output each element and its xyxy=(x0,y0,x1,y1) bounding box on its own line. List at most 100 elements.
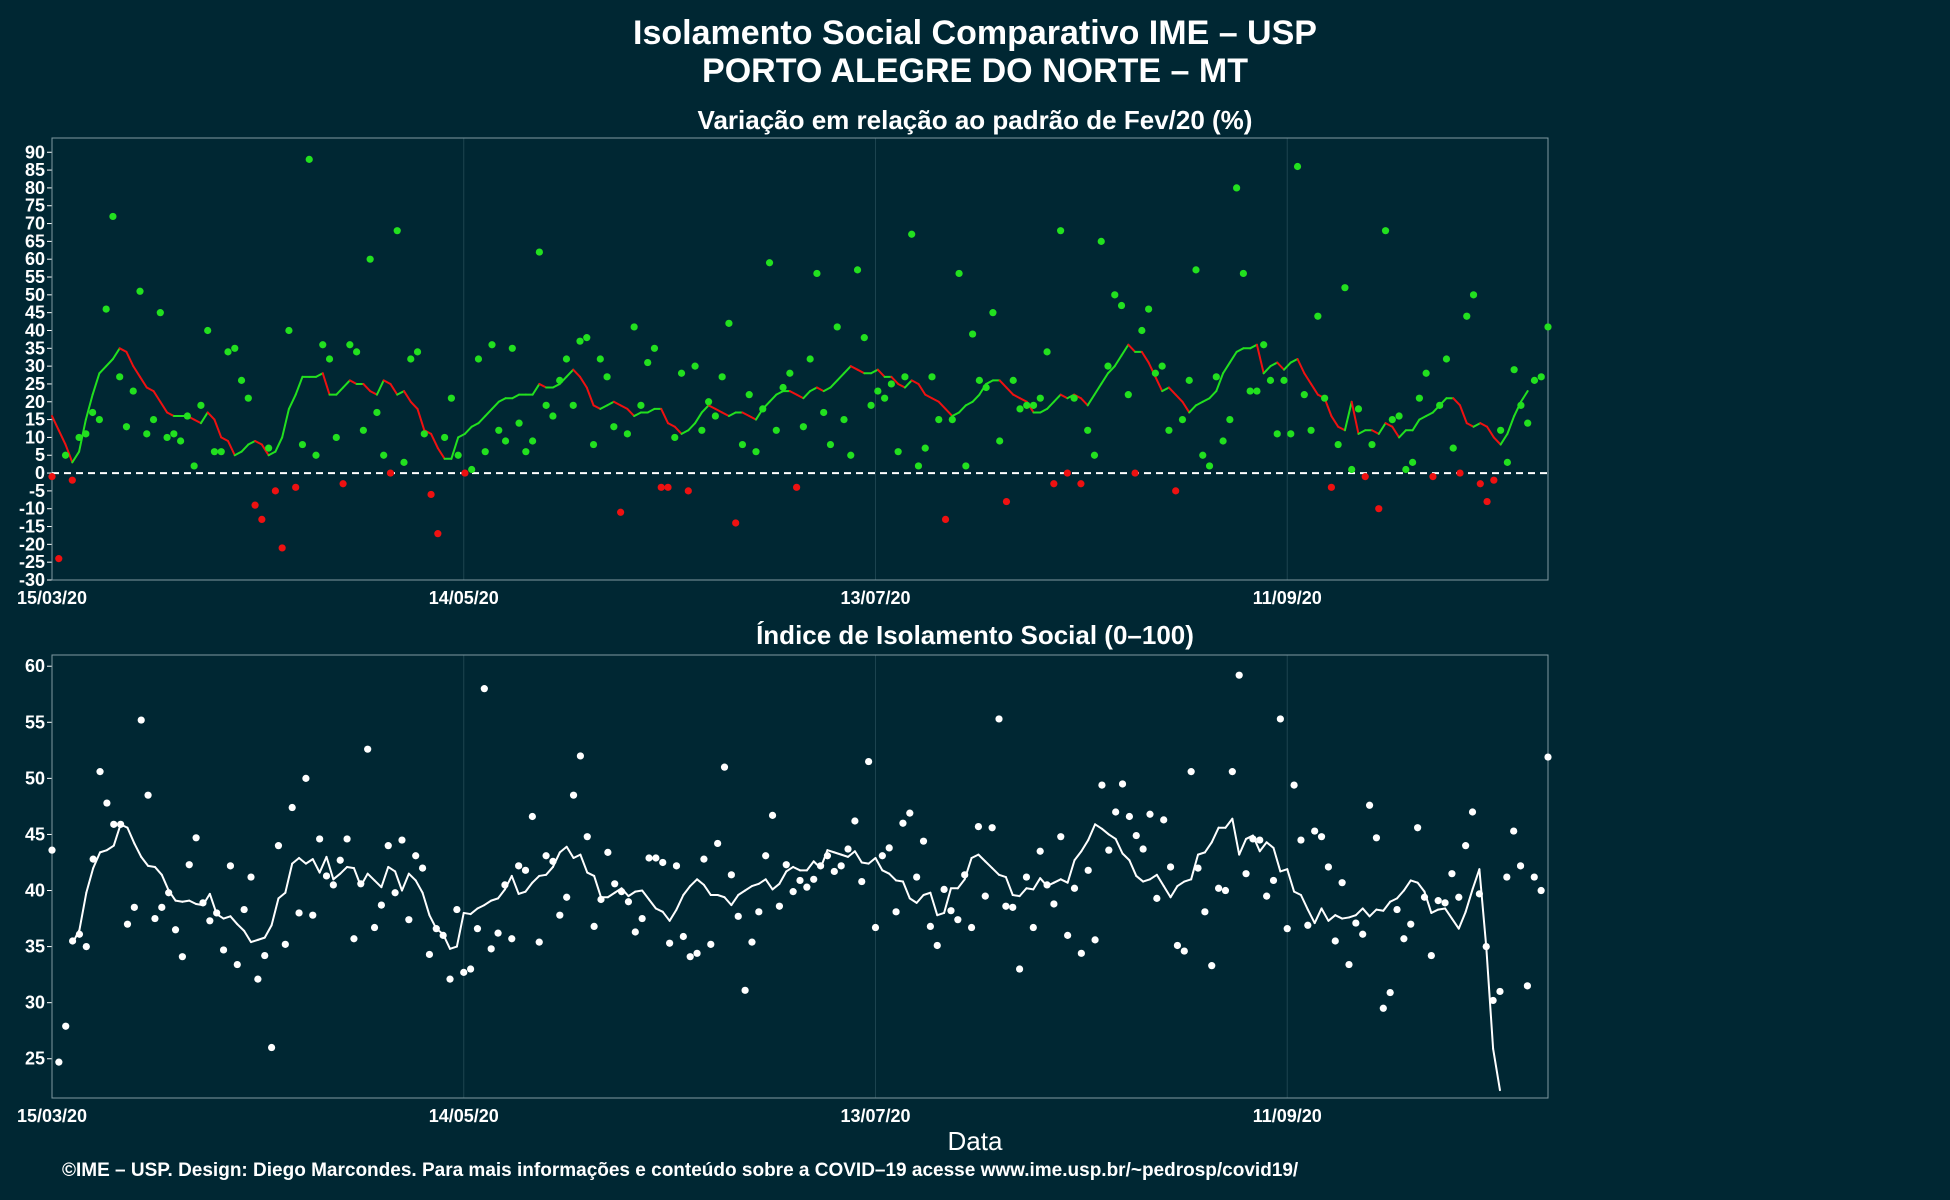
index-daily-point xyxy=(55,1058,63,1066)
variation-point-positive xyxy=(231,344,239,352)
moving-average-segment-rising xyxy=(1052,393,1062,403)
index-moving-average-segment xyxy=(510,874,520,895)
index-daily-point xyxy=(954,916,962,924)
variation-point-positive xyxy=(1341,284,1349,292)
moving-average-segment-falling xyxy=(1167,386,1177,396)
variation-point-positive xyxy=(95,415,103,424)
moving-average-segment-falling xyxy=(1276,361,1285,371)
index-daily-point xyxy=(995,715,1003,723)
variation-point-positive xyxy=(989,309,997,317)
variation-y-tick-label: 5 xyxy=(35,445,45,465)
variation-point-positive xyxy=(1287,430,1295,438)
moving-average-segment-falling xyxy=(1174,393,1184,403)
index-moving-average-segment xyxy=(284,862,294,894)
variation-point-positive xyxy=(745,391,753,399)
index-moving-average-segment xyxy=(414,879,424,894)
index-daily-point xyxy=(967,923,976,932)
index-moving-average-segment xyxy=(1320,907,1330,922)
index-daily-point xyxy=(192,834,200,842)
index-daily-point xyxy=(659,858,667,867)
index-moving-average-segment xyxy=(1142,878,1151,883)
index-moving-average-segment xyxy=(1169,885,1179,899)
variation-point-positive xyxy=(738,440,747,449)
variation-point-positive xyxy=(61,451,70,459)
moving-average-segment-rising xyxy=(971,393,981,403)
variation-point-positive xyxy=(1449,444,1457,452)
variation-point-positive xyxy=(1524,419,1532,427)
index-daily-point xyxy=(219,946,228,954)
variation-y-tick-label: 60 xyxy=(25,249,45,269)
moving-average-segment-falling xyxy=(1337,425,1346,432)
moving-average-segment-falling xyxy=(849,365,859,371)
index-moving-average-segment xyxy=(572,853,582,859)
variation-point-positive xyxy=(820,408,828,417)
moving-average-segment-falling xyxy=(57,429,67,446)
moving-average-segment-rising xyxy=(700,404,710,414)
index-daily-point xyxy=(583,833,591,841)
moving-average-segment-rising xyxy=(497,397,507,403)
moving-average-segment-falling xyxy=(714,407,724,414)
index-daily-point xyxy=(384,842,392,850)
index-moving-average-segment xyxy=(1018,887,1028,898)
index-panel-frame xyxy=(51,654,1549,1099)
moving-average-segment-rising xyxy=(477,415,487,425)
index-moving-average-segment xyxy=(579,853,589,874)
index-y-tick-label: 40 xyxy=(25,881,45,901)
moving-average-segment-falling xyxy=(924,393,933,400)
index-daily-point xyxy=(446,975,454,983)
variation-point-positive xyxy=(1084,426,1092,434)
variation-point-positive xyxy=(393,227,401,235)
moving-average-segment-falling xyxy=(193,418,202,425)
variation-point-positive xyxy=(1402,465,1410,474)
variation-point-negative xyxy=(1483,497,1491,506)
index-daily-point xyxy=(1084,866,1092,874)
variation-point-positive xyxy=(921,444,929,452)
index-daily-point xyxy=(1242,870,1250,878)
index-daily-point xyxy=(851,817,859,825)
moving-average-segment-falling xyxy=(1350,400,1360,435)
moving-average-segment-falling xyxy=(1059,393,1069,400)
index-daily-point xyxy=(309,911,317,919)
index-daily-point xyxy=(473,925,482,933)
index-daily-point xyxy=(460,968,468,976)
index-daily-point xyxy=(1015,965,1024,973)
variation-point-positive xyxy=(1016,405,1024,413)
index-daily-point xyxy=(1393,905,1401,914)
variation-point-positive xyxy=(711,412,719,420)
index-daily-point xyxy=(865,757,873,766)
index-moving-average-segment xyxy=(455,911,465,948)
variation-point-positive xyxy=(969,330,977,338)
index-moving-average-segment xyxy=(325,855,335,881)
index-daily-point xyxy=(1516,862,1525,870)
index-daily-point xyxy=(199,899,207,907)
index-daily-point xyxy=(974,822,983,831)
variation-point-positive xyxy=(840,415,848,424)
variation-point-positive xyxy=(887,380,895,388)
index-daily-point xyxy=(638,914,646,923)
index-daily-point xyxy=(377,901,385,909)
index-daily-point xyxy=(1317,833,1326,841)
moving-average-segment-rising xyxy=(491,400,500,410)
variation-point-positive xyxy=(928,373,936,381)
index-daily-point xyxy=(453,905,461,914)
index-daily-point xyxy=(1118,780,1127,788)
variation-point-positive xyxy=(353,348,361,356)
variation-point-positive xyxy=(183,412,191,420)
index-daily-point xyxy=(501,881,509,889)
index-moving-average-segment xyxy=(1457,910,1467,930)
index-moving-average-segment xyxy=(1066,859,1076,884)
index-moving-average-segment xyxy=(531,874,541,884)
index-daily-point xyxy=(1359,930,1367,938)
variation-point-positive xyxy=(265,444,273,452)
variation-point-positive xyxy=(1023,401,1031,409)
index-moving-average-segment xyxy=(517,890,527,895)
moving-average-segment-rising xyxy=(396,390,405,396)
variation-point-negative xyxy=(1361,473,1369,481)
moving-average-segment-rising xyxy=(315,372,324,378)
index-daily-point xyxy=(117,820,125,828)
variation-point-positive xyxy=(596,355,604,363)
variation-point-positive xyxy=(529,437,537,445)
index-daily-point xyxy=(700,855,708,863)
variation-y-tick-label: 30 xyxy=(25,356,45,376)
